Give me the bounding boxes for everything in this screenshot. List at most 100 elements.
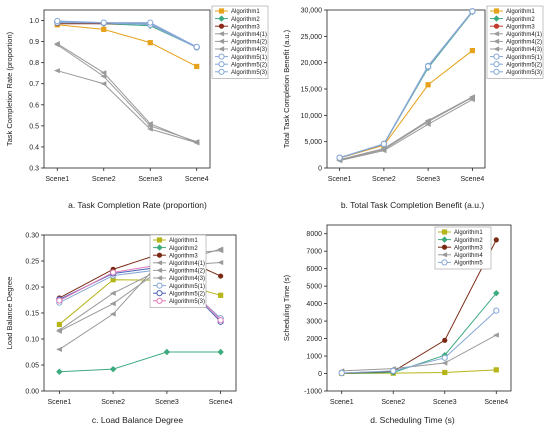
data-point bbox=[441, 354, 448, 361]
chart-d-svg: -1000 0 1000 2000 3000 4000 5000 6000 7000 8000 Sc… bbox=[282, 224, 512, 406]
chart-a-svg: 0.3 0.4 0.5 0.6 0.7 0.8 0.9 1.0 Scene1 Scene2 Scen… bbox=[5, 5, 269, 183]
legend-label: Algorithm5(1) bbox=[506, 55, 542, 61]
legend-swatch-marker bbox=[156, 244, 163, 251]
series-Algorithm2 bbox=[56, 348, 224, 375]
series-Algorithm5(3) bbox=[54, 17, 200, 50]
legend-label: Algorithm1 bbox=[454, 230, 483, 236]
legend-swatch-marker bbox=[218, 53, 225, 60]
y-tick-label: 7000 bbox=[306, 249, 322, 256]
chart-panel-a: 0.3 0.4 0.5 0.6 0.7 0.8 0.9 1.0 Scene1 Scene2 Scen… bbox=[0, 0, 275, 215]
legend-label: Algorithm3 bbox=[506, 24, 535, 30]
legend-swatch-marker bbox=[156, 282, 163, 289]
data-point bbox=[217, 259, 224, 266]
plot-frame bbox=[326, 9, 486, 169]
x-tick-label: Scene4 bbox=[209, 399, 233, 406]
series-line bbox=[57, 24, 197, 67]
legend-swatch-marker bbox=[156, 275, 163, 281]
y-tick-label: 0.8 bbox=[29, 60, 39, 67]
y-tick-label: 0.30 bbox=[25, 233, 39, 240]
data-point bbox=[109, 301, 116, 307]
y-axis-label: Load Balance Degree bbox=[5, 277, 14, 350]
y-tick-label: 0.4 bbox=[29, 144, 39, 151]
data-point bbox=[110, 269, 117, 276]
data-point bbox=[218, 273, 224, 279]
legend-label: Algorithm5(2) bbox=[506, 62, 542, 68]
y-tick-label: 1.0 bbox=[29, 18, 39, 25]
x-tick-label: Scene1 bbox=[328, 176, 352, 183]
legend-label: Algorithm4 bbox=[454, 253, 483, 259]
legend-label: Algorithm1 bbox=[231, 9, 260, 15]
y-tick-label: -1000 bbox=[304, 389, 322, 396]
data-point bbox=[100, 73, 107, 79]
legend-label: Algorithm4(2) bbox=[506, 40, 542, 46]
data-point bbox=[424, 118, 431, 124]
data-point bbox=[380, 140, 387, 148]
legend-swatch-marker bbox=[218, 15, 225, 22]
series-line bbox=[339, 50, 473, 159]
y-tick-label: 5,000 bbox=[304, 139, 322, 146]
data-point bbox=[338, 369, 345, 377]
y-tick-label: 0.20 bbox=[25, 285, 39, 292]
y-tick-label: 20,000 bbox=[301, 60, 323, 67]
data-point bbox=[147, 121, 153, 127]
y-axis-label: Scheduling Time (s) bbox=[282, 274, 291, 341]
series-Algorithm4(2) bbox=[54, 42, 200, 145]
data-point bbox=[56, 321, 62, 328]
y-tick-label: 0 bbox=[318, 371, 322, 378]
data-point bbox=[442, 337, 448, 343]
y-tick-label: 0 bbox=[318, 166, 322, 173]
x-tick-label: Scene2 bbox=[101, 399, 125, 406]
legend-label: Algorithm4(2) bbox=[169, 269, 205, 275]
series-Algorithm5(3) bbox=[336, 8, 476, 161]
data-point bbox=[100, 19, 107, 26]
data-point bbox=[390, 367, 397, 375]
x-tick-label: Scene1 bbox=[47, 399, 71, 406]
data-point bbox=[56, 368, 63, 375]
legend-label: Algorithm4(3) bbox=[506, 47, 542, 53]
legend-swatch-marker bbox=[218, 38, 225, 44]
y-tick-label: 0.25 bbox=[25, 259, 39, 266]
y-tick-label: 8000 bbox=[306, 231, 322, 238]
x-tick-label: Scene2 bbox=[372, 176, 396, 183]
data-point bbox=[54, 17, 61, 25]
series-line bbox=[339, 96, 473, 161]
legend-swatch-marker bbox=[156, 267, 163, 273]
legend-swatch-marker bbox=[493, 15, 500, 22]
data-point bbox=[469, 47, 475, 54]
chart-panel-c: 0.00 0.05 0.10 0.15 0.20 0.25 0.30 Scene1 Scene2… bbox=[0, 215, 275, 430]
data-point bbox=[442, 369, 448, 376]
series-line bbox=[341, 310, 497, 374]
y-axis-label: Total Task Completion Benefit (a.u.) bbox=[282, 29, 291, 148]
chart-c-svg: 0.00 0.05 0.10 0.15 0.20 0.25 0.30 Scene1 Scene2… bbox=[5, 233, 237, 406]
y-tick-label: 2000 bbox=[306, 336, 322, 343]
data-point bbox=[193, 43, 200, 50]
series-line bbox=[339, 99, 473, 162]
y-tick-label: 0.10 bbox=[25, 337, 39, 344]
data-point bbox=[469, 8, 476, 15]
x-tick-label: Scene3 bbox=[155, 399, 179, 406]
legend-label: Algorithm5(1) bbox=[231, 55, 267, 61]
legend-label: Algorithm1 bbox=[169, 238, 198, 244]
legend-label: Algorithm2 bbox=[506, 17, 535, 23]
legend-swatch-marker bbox=[218, 31, 225, 37]
y-tick-label: 0.7 bbox=[29, 81, 39, 88]
legend-label: Algorithm2 bbox=[169, 246, 198, 252]
legend-swatch-marker bbox=[218, 61, 225, 68]
legend-swatch-marker bbox=[493, 46, 500, 52]
data-point bbox=[218, 292, 224, 298]
series-line bbox=[57, 43, 197, 144]
legend-label: Algorithm1 bbox=[506, 9, 535, 15]
legend-label: Algorithm4(1) bbox=[169, 261, 205, 267]
y-tick-label: 30,000 bbox=[301, 8, 323, 15]
x-tick-label: Scene2 bbox=[92, 176, 116, 183]
chart-d-caption: d. Scheduling Time (s) bbox=[370, 415, 455, 425]
legend-label: Algorithm5(3) bbox=[231, 70, 267, 76]
legend-swatch-marker bbox=[441, 252, 448, 258]
series-Algorithm4(3) bbox=[54, 41, 200, 146]
data-point bbox=[493, 367, 499, 373]
y-tick-label: 25,000 bbox=[301, 34, 323, 41]
series-Algorithm5 bbox=[338, 307, 500, 377]
series-line bbox=[57, 20, 197, 48]
x-tick-label: Scene1 bbox=[45, 176, 69, 183]
